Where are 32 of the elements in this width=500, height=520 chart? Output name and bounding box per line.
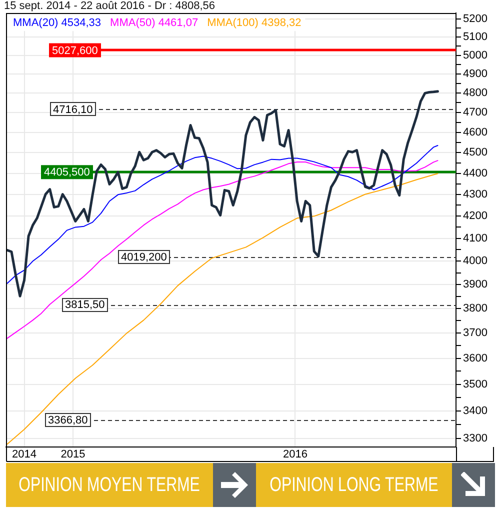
ref-line-label: 4405,500 [44, 166, 90, 179]
text: MMA(100) 4398,32 [207, 17, 302, 30]
y-tick-label: 4000 [463, 255, 488, 268]
y-tick-label: 4100 [463, 232, 488, 244]
ref-line-label: 3815,50 [65, 299, 105, 312]
text: MMA(50) 4461,07 [110, 17, 198, 30]
y-tick-label: 4500 [463, 146, 488, 159]
ref-line-label: 5027,600 [52, 44, 98, 57]
y-tick-label: 4400 [463, 167, 488, 180]
y-tick-label: 3400 [463, 405, 488, 418]
chart-title: 15 sept. 2014 - 22 août 2016 - Dr : 4808,56 [4, 0, 215, 13]
y-tick-label: 4800 [463, 87, 488, 100]
text: OPINION LONG TERME [270, 474, 438, 496]
ref-line-label: 3366,80 [48, 414, 88, 427]
y-tick-label: 4600 [463, 126, 488, 138]
y-tick-label: 4200 [463, 210, 488, 222]
y-tick-label: 5100 [463, 31, 488, 44]
y-tick-label: 5200 [463, 13, 488, 26]
ref-line-label: 4019,200 [121, 251, 167, 264]
y-tick-label: 4900 [463, 68, 488, 80]
y-tick-label: 4700 [463, 106, 488, 118]
y-tick-label: 3700 [463, 327, 488, 340]
y-tick-label: 3800 [463, 302, 488, 314]
y-tick-label: 5000 [463, 49, 488, 62]
y-tick-label: 4300 [463, 188, 488, 200]
y-tick-label: 3300 [463, 432, 488, 445]
y-tick-label: 3500 [463, 378, 488, 390]
text: MMA(20) 4534,33 [13, 17, 102, 30]
y-tick-label: 3900 [463, 278, 488, 291]
text: OPINION MOYEN TERME [18, 474, 200, 496]
y-tick-label: 3600 [463, 352, 488, 364]
ref-line-label: 4716,10 [53, 104, 93, 116]
